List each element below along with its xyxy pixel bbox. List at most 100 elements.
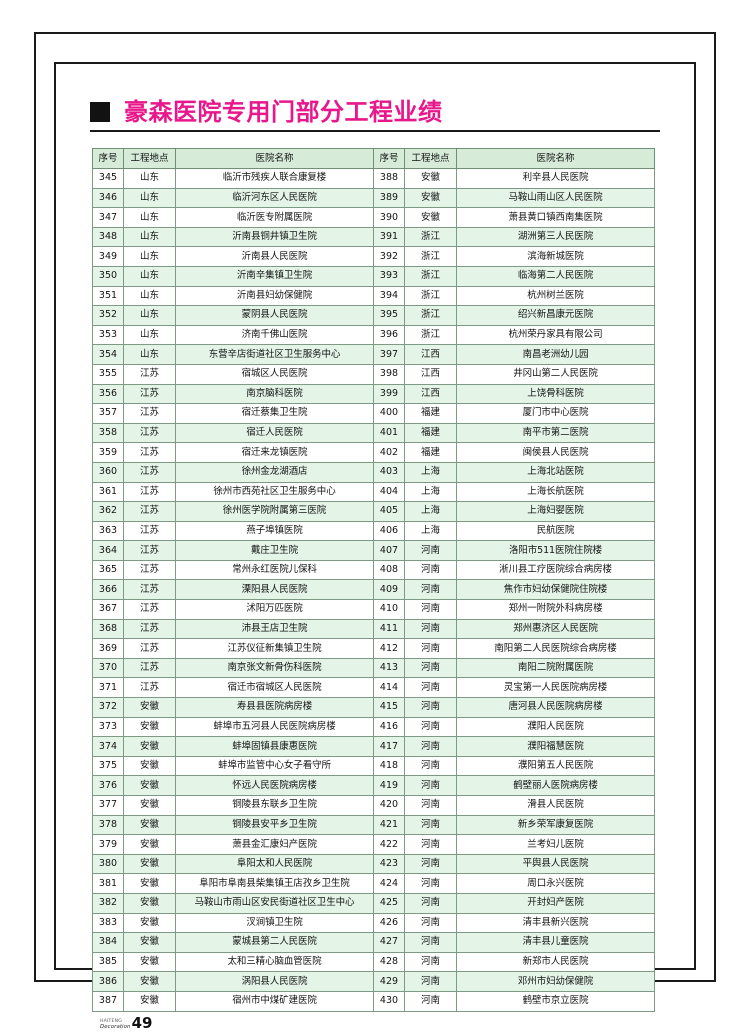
table-row: 348 山东 沂南县铜井镇卫生院 391 浙江 湖洲第三人民医院 xyxy=(92,226,655,248)
cell-name-left: 溧阳县人民医院 xyxy=(175,579,374,601)
page-title-block: 豪森医院专用门部分工程业绩 xyxy=(90,100,660,132)
brand-logo: HAITENG Decoration xyxy=(100,1019,131,1031)
cell-loc-left: 江苏 xyxy=(123,540,176,561)
cell-name-right: 开封妇产医院 xyxy=(456,892,655,914)
cell-no-left: 363 xyxy=(92,520,124,542)
cell-no-left: 347 xyxy=(92,207,124,228)
cell-loc-left: 山东 xyxy=(123,324,176,346)
table-row: 353 山东 济南千佛山医院 396 浙江 杭州荣丹家具有限公司 xyxy=(92,324,655,346)
cell-no-left: 372 xyxy=(92,697,124,718)
cell-no-left: 377 xyxy=(92,795,124,816)
table-row: 370 江苏 南京张文新骨伤科医院 413 河南 南阳二院附属医院 xyxy=(92,657,655,679)
table-row: 377 安徽 铜陵县东联乡卫生院 420 河南 滑县人民医院 xyxy=(92,795,655,816)
page-frame-inner: 豪森医院专用门部分工程业绩 序号 工程地点 医院名称 序号 工程地点 医 xyxy=(54,62,696,1031)
cell-name-right: 南平市第二医院 xyxy=(456,422,655,444)
cell-loc-right: 河南 xyxy=(404,736,457,757)
cell-name-left: 铜陵县安平乡卫生院 xyxy=(175,814,374,836)
table-row: 386 安徽 涡阳县人民医院 429 河南 邓州市妇幼保健院 xyxy=(92,971,655,992)
cell-name-right: 兰考妇儿医院 xyxy=(456,834,655,855)
cell-no-left: 348 xyxy=(92,226,124,248)
cell-no-right: 397 xyxy=(373,344,405,365)
cell-name-right: 清丰县新兴医院 xyxy=(456,912,655,934)
cell-no-left: 366 xyxy=(92,579,124,601)
cell-no-left: 384 xyxy=(92,932,124,953)
cell-name-right: 绍兴新昌康元医院 xyxy=(456,305,655,326)
cell-name-right: 焦作市妇幼保健院住院楼 xyxy=(456,579,655,601)
cell-loc-right: 河南 xyxy=(404,559,457,581)
cell-no-right: 418 xyxy=(373,755,405,777)
cell-loc-left: 山东 xyxy=(123,187,176,209)
page-title: 豪森医院专用门部分工程业绩 xyxy=(124,98,443,126)
cell-loc-left: 安徽 xyxy=(123,834,176,855)
cell-name-left: 沂南县妇幼保健院 xyxy=(175,285,374,307)
cell-loc-right: 江西 xyxy=(404,344,457,365)
cell-name-left: 宿迁市宿城区人民医院 xyxy=(175,677,374,699)
cell-name-left: 东营辛店街道社区卫生服务中心 xyxy=(175,344,374,365)
cell-loc-right: 河南 xyxy=(404,540,457,561)
cell-loc-left: 山东 xyxy=(123,265,176,287)
cell-name-left: 马鞍山市雨山区安民街道社区卫生中心 xyxy=(175,892,374,914)
cell-loc-left: 江苏 xyxy=(123,481,176,503)
cell-loc-right: 浙江 xyxy=(404,305,457,326)
cell-loc-right: 福建 xyxy=(404,422,457,444)
table-row: 383 安徽 汊涧镇卫生院 426 河南 清丰县新兴医院 xyxy=(92,912,655,934)
square-bullet-icon xyxy=(90,102,110,122)
cell-loc-right: 河南 xyxy=(404,834,457,855)
cell-no-right: 389 xyxy=(373,187,405,209)
cell-loc-left: 江苏 xyxy=(123,599,176,620)
cell-name-left: 沂南辛集镇卫生院 xyxy=(175,265,374,287)
cell-loc-right: 上海 xyxy=(404,501,457,522)
cell-name-right: 民航医院 xyxy=(456,520,655,542)
cell-no-right: 428 xyxy=(373,951,405,973)
table-row: 352 山东 蒙阴县人民医院 395 浙江 绍兴新昌康元医院 xyxy=(92,305,655,326)
cell-loc-right: 河南 xyxy=(404,697,457,718)
cell-no-left: 361 xyxy=(92,481,124,503)
table-row: 369 江苏 江苏仪征新集镇卫生院 412 河南 南阳第二人民医院综合病房楼 xyxy=(92,638,655,659)
cell-loc-right: 浙江 xyxy=(404,285,457,307)
cell-name-right: 利辛县人民医院 xyxy=(456,168,655,189)
cell-loc-right: 福建 xyxy=(404,403,457,424)
cell-name-left: 徐州市西苑社区卫生服务中心 xyxy=(175,481,374,503)
table-row: 371 江苏 宿迁市宿城区人民医院 414 河南 灵宝第一人民医院病房楼 xyxy=(92,677,655,699)
cell-name-left: 蚌埠固镇县康惠医院 xyxy=(175,736,374,757)
cell-no-right: 402 xyxy=(373,442,405,463)
column-header-name-left: 医院名称 xyxy=(175,148,374,169)
cell-loc-left: 江苏 xyxy=(123,422,176,444)
cell-loc-left: 安徽 xyxy=(123,755,176,777)
cell-name-left: 蚌埠市监管中心女子看守所 xyxy=(175,755,374,777)
cell-no-right: 430 xyxy=(373,990,405,1012)
cell-name-left: 汊涧镇卫生院 xyxy=(175,912,374,934)
cell-no-left: 367 xyxy=(92,599,124,620)
cell-name-right: 闽侯县人民医院 xyxy=(456,442,655,463)
table-row: 355 江苏 宿城区人民医院 398 江西 井冈山第二人民医院 xyxy=(92,363,655,385)
cell-name-right: 周口永兴医院 xyxy=(456,873,655,894)
cell-name-left: 阜阳市阜南县柴集镇王店孜乡卫生院 xyxy=(175,873,374,894)
cell-name-right: 鹤壁市京立医院 xyxy=(456,990,655,1012)
cell-loc-right: 福建 xyxy=(404,442,457,463)
cell-name-left: 临沂河东区人民医院 xyxy=(175,187,374,209)
cell-loc-left: 安徽 xyxy=(123,697,176,718)
cell-no-left: 375 xyxy=(92,755,124,777)
cell-name-left: 寿县县医院病房楼 xyxy=(175,697,374,718)
cell-loc-right: 河南 xyxy=(404,853,457,875)
cell-no-right: 395 xyxy=(373,305,405,326)
table-row: 365 江苏 常州永红医院儿保科 408 河南 淅川县工疗医院综合病房楼 xyxy=(92,559,655,581)
cell-name-left: 宿城区人民医院 xyxy=(175,363,374,385)
table-row: 382 安徽 马鞍山市雨山区安民街道社区卫生中心 425 河南 开封妇产医院 xyxy=(92,892,655,914)
cell-loc-left: 山东 xyxy=(123,344,176,365)
cell-no-left: 368 xyxy=(92,618,124,640)
cell-name-left: 常州永红医院儿保科 xyxy=(175,559,374,581)
cell-name-left: 宿迁蔡集卫生院 xyxy=(175,403,374,424)
cell-loc-left: 安徽 xyxy=(123,716,176,738)
table-row: 362 江苏 徐州医学院附属第三医院 405 上海 上海妇婴医院 xyxy=(92,501,655,522)
cell-no-left: 346 xyxy=(92,187,124,209)
cell-no-right: 406 xyxy=(373,520,405,542)
cell-name-right: 濮阳第五人民医院 xyxy=(456,755,655,777)
performance-table-wrap: 序号 工程地点 医院名称 序号 工程地点 医院名称 345 山东 临沂市残疾人联合康… xyxy=(92,148,655,1012)
cell-name-left: 徐州金龙湖酒店 xyxy=(175,461,374,483)
cell-no-left: 373 xyxy=(92,716,124,738)
column-header-no-right: 序号 xyxy=(373,148,405,169)
cell-loc-right: 河南 xyxy=(404,618,457,640)
table-row: 357 江苏 宿迁蔡集卫生院 400 福建 厦门市中心医院 xyxy=(92,403,655,424)
cell-no-left: 355 xyxy=(92,363,124,385)
